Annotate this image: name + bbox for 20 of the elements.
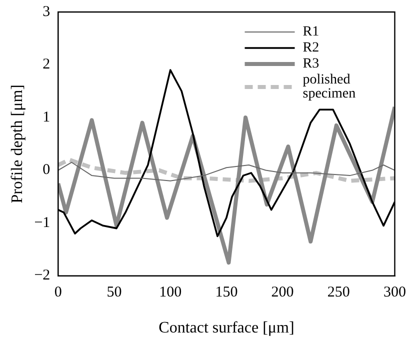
x-axis-title: Contact surface [μm] xyxy=(158,320,294,337)
legend-label: R1 xyxy=(302,24,320,40)
line-series xyxy=(58,158,395,183)
y-tick-label: 1 xyxy=(42,109,50,126)
y-tick-label: 2 xyxy=(42,56,50,73)
y-tick-label: −1 xyxy=(34,214,50,231)
x-tick-label: 100 xyxy=(159,284,182,301)
x-tick-label: 0 xyxy=(54,284,62,301)
y-tick-label: 3 xyxy=(42,4,50,20)
x-tick-label: 300 xyxy=(384,284,406,301)
x-tick-label: 50 xyxy=(106,284,122,301)
x-tick-label: 250 xyxy=(327,284,350,301)
y-tick-label: −2 xyxy=(34,268,50,284)
x-tick-label: 150 xyxy=(215,284,238,301)
legend-label: polished specimen xyxy=(302,72,356,102)
legend-label: R3 xyxy=(302,56,320,72)
y-axis-title: Profile depth [μm] xyxy=(8,84,26,204)
legend-label: R2 xyxy=(302,40,320,56)
y-tick-label: 0 xyxy=(42,162,50,178)
x-tick-label: 200 xyxy=(271,284,294,301)
